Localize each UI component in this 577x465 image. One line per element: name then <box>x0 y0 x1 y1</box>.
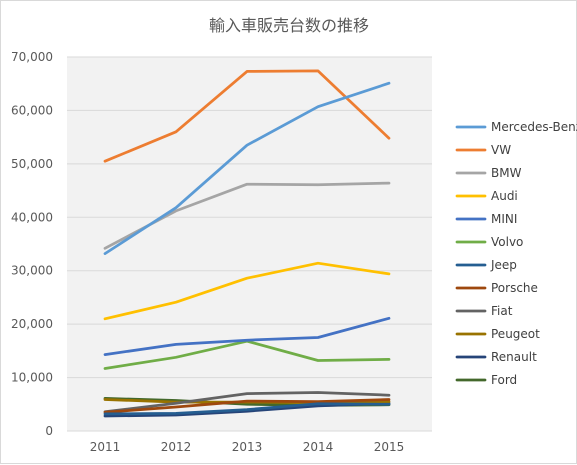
series-line-fiat <box>103 391 391 414</box>
y-tick-label: 40,000 <box>11 210 53 224</box>
legend-item-ford: Ford <box>455 373 517 387</box>
legend-label: Audi <box>491 189 518 203</box>
y-tick-label: 20,000 <box>11 317 53 331</box>
series-line-mercedes-benz <box>103 81 391 255</box>
x-tick-label: 2011 <box>90 440 121 454</box>
series-line-audi <box>103 261 391 321</box>
chart-title: 輸入車販売台数の推移 <box>209 16 369 35</box>
legend-item-vw: VW <box>455 143 511 157</box>
legend-item-bmw: BMW <box>455 166 522 180</box>
legend-item-mini: MINI <box>455 212 517 226</box>
legend-label: Mercedes-Benz <box>491 120 577 134</box>
legend-label: Porsche <box>491 281 538 295</box>
legend-item-mercedes-benz: Mercedes-Benz <box>455 120 577 134</box>
y-tick-label: 50,000 <box>11 157 53 171</box>
y-tick-label: 0 <box>45 424 53 438</box>
x-tick-label: 2012 <box>161 440 192 454</box>
legend-item-jeep: Jeep <box>455 258 517 272</box>
legend-item-audi: Audi <box>455 189 518 203</box>
y-tick-label: 70,000 <box>11 50 53 64</box>
legend: Mercedes-Benz VW BMW Audi MINI Volvo Jeep Porsc… <box>455 120 577 387</box>
legend-item-volvo: Volvo <box>455 235 523 249</box>
legend-item-peugeot: Peugeot <box>455 327 540 341</box>
series-lines <box>103 69 391 418</box>
series-line-jeep <box>103 402 391 416</box>
legend-label: Volvo <box>491 235 523 249</box>
legend-label: Renault <box>491 350 537 364</box>
series-line-mini <box>103 316 391 356</box>
legend-label: BMW <box>491 166 522 180</box>
legend-label: VW <box>491 143 511 157</box>
gridlines <box>67 56 432 432</box>
x-tick-label: 2013 <box>232 440 263 454</box>
legend-label: Jeep <box>490 258 517 272</box>
legend-item-fiat: Fiat <box>455 304 513 318</box>
y-tick-label: 10,000 <box>11 371 53 385</box>
x-axis-ticks: 2011 2012 2013 2014 2015 <box>90 440 405 454</box>
legend-item-renault: Renault <box>455 350 537 364</box>
y-tick-label: 60,000 <box>11 103 53 117</box>
y-tick-label: 30,000 <box>11 264 53 278</box>
legend-item-porsche: Porsche <box>455 281 538 295</box>
series-line-porsche <box>103 398 391 414</box>
x-tick-label: 2015 <box>374 440 405 454</box>
plot-area <box>67 57 432 431</box>
x-tick-label: 2014 <box>303 440 334 454</box>
legend-label: MINI <box>491 212 517 226</box>
series-line-vw <box>103 69 391 163</box>
legend-label: Ford <box>491 373 517 387</box>
legend-label: Fiat <box>491 304 513 318</box>
y-axis-ticks: 0 10,000 20,000 30,000 40,000 50,000 60,000 70,… <box>11 50 53 438</box>
legend-label: Peugeot <box>491 327 540 341</box>
